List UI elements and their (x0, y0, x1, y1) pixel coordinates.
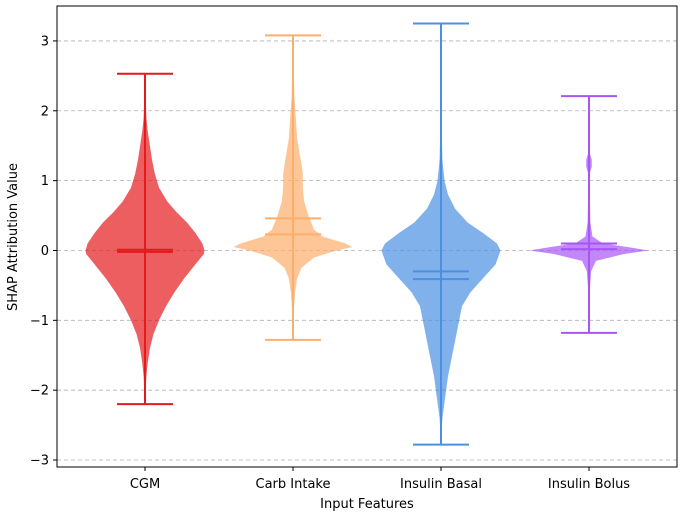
y-tick-label: 3 (41, 34, 49, 49)
y-axis: −3 −2 −1 0 1 2 3 (30, 34, 57, 469)
y-tick-label: −2 (30, 384, 49, 399)
y-tick-label: 1 (41, 174, 49, 189)
violins (85, 22, 649, 446)
violin-cgm (85, 72, 205, 406)
violin-insulin-bolus (529, 95, 649, 334)
x-axis: CGM Carb Intake Insulin Basal Insulin Bolus (130, 467, 630, 492)
x-tick-label: Carb Intake (256, 477, 331, 492)
x-tick-label: Insulin Basal (400, 477, 482, 492)
x-tick-label: CGM (130, 477, 160, 492)
y-tick-label: 0 (41, 244, 49, 259)
x-axis-label: Input Features (320, 497, 414, 512)
y-tick-label: −3 (30, 454, 49, 469)
y-tick-label: −1 (30, 314, 49, 329)
violin-carb-intake (233, 34, 353, 341)
plot-frame (56, 5, 678, 468)
grid-lines (57, 40, 677, 461)
violin-insulin-basal (381, 22, 501, 446)
x-tick-label: Insulin Bolus (548, 477, 630, 492)
y-axis-label: SHAP Attribution Value (6, 163, 21, 311)
y-tick-label: 2 (41, 104, 49, 119)
